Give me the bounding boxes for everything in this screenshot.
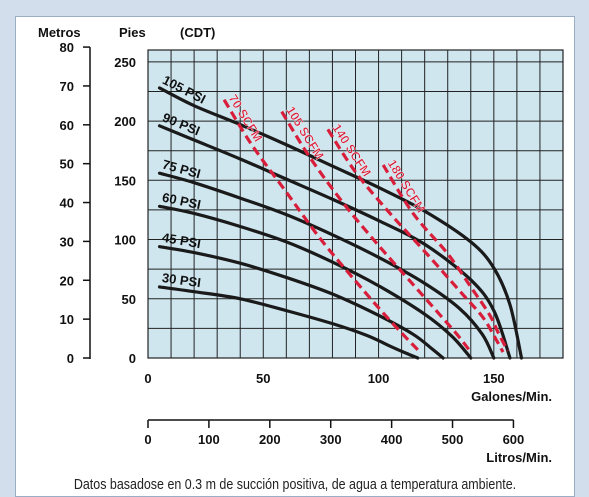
psi-curve [157, 86, 524, 360]
scfm-curve [222, 98, 422, 354]
x-tick-label-litros: 0 [144, 432, 151, 447]
scfm-curve [381, 164, 510, 352]
y-tick-label-pies: 0 [129, 351, 136, 366]
y-tick-label-metros: 40 [60, 196, 74, 211]
y-tick-label-metros: 20 [60, 273, 74, 288]
psi-curve [157, 245, 445, 360]
x-tick-label-litros: 500 [442, 432, 464, 447]
y-tick-label-metros: 30 [60, 234, 74, 249]
x-tick-label-litros: 400 [381, 432, 403, 447]
y-tick-label-pies: 250 [114, 55, 136, 70]
y-tick-label-metros: 70 [60, 79, 74, 94]
psi-curve [157, 204, 473, 360]
x-tick-label-galones: 100 [368, 371, 390, 386]
scfm-curve [280, 110, 473, 354]
x-axis-title-litros: Litros/Min. [486, 450, 552, 465]
metros-header: Metros [38, 25, 81, 40]
x-axis-title-galones: Galones/Min. [471, 389, 552, 404]
psi-curve [157, 285, 420, 360]
y-tick-label-metros: 50 [60, 157, 74, 172]
psi-curve [157, 124, 512, 360]
y-tick-label-pies: 50 [122, 292, 136, 307]
y-tick-label-pies: 150 [114, 173, 136, 188]
y-tick-label-metros: 0 [67, 351, 74, 366]
chart-caption: Datos basadose en 0.3 m de succión posit… [73, 477, 517, 493]
psi-curve-label: 45 PSI [161, 230, 202, 251]
psi-curve [157, 171, 496, 360]
y-tick-label-metros: 10 [60, 312, 74, 327]
x-tick-label-galones: 150 [483, 371, 505, 386]
x-tick-label-litros: 100 [198, 432, 220, 447]
plot-frame [147, 49, 564, 359]
x-tick-label-galones: 0 [144, 371, 151, 386]
y-tick-label-pies: 100 [114, 233, 136, 248]
pies-header: Pies [119, 25, 146, 40]
x-tick-label-litros: 600 [503, 432, 525, 447]
x-tick-label-litros: 300 [320, 432, 342, 447]
y-tick-label-metros: 80 [60, 40, 74, 55]
x-tick-label-galones: 50 [256, 371, 270, 386]
y-tick-label-pies: 200 [114, 114, 136, 129]
scfm-curve [326, 128, 505, 353]
y-tick-label-metros: 60 [60, 118, 74, 133]
x-tick-label-litros: 200 [259, 432, 281, 447]
cdt-header: (CDT) [180, 25, 215, 40]
psi-curve-label: 30 PSI [161, 270, 202, 290]
